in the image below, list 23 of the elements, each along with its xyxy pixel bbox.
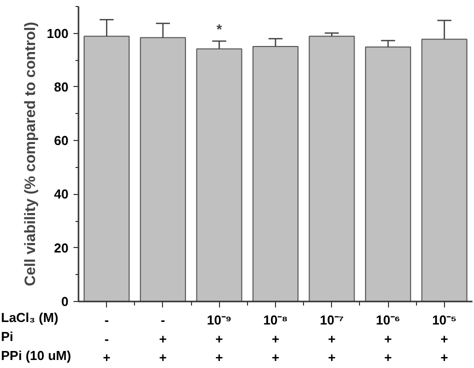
- text: LaCl₃ (M) Pi PPi (10 uM): [1, 309, 72, 365]
- bar: [308, 36, 355, 302]
- x-tick-label: - + +: [159, 312, 168, 365]
- y-tick-label: 100: [46, 26, 69, 41]
- bar: [140, 37, 186, 302]
- x-tick-label: 10⁻⁶ + +: [376, 312, 400, 365]
- bar: [196, 48, 242, 302]
- bar: [421, 38, 468, 302]
- bar: [84, 36, 130, 302]
- bar: [252, 46, 299, 302]
- y-axis-title: Cell viability (% compared to control): [22, 22, 39, 286]
- y-tick-label: 40: [54, 186, 69, 202]
- x-tick-label: 10⁻⁸ + +: [263, 312, 288, 365]
- bar: [365, 46, 412, 302]
- x-tick-label: 10⁻⁹ + +: [206, 312, 232, 365]
- y-tick-label: 80: [54, 79, 69, 94]
- y-tick-label: 20: [54, 240, 69, 256]
- y-tick-label: 0: [61, 294, 69, 309]
- x-tick-label: 10⁻⁵ + +: [432, 312, 457, 365]
- x-tick-label: - - +: [102, 312, 111, 365]
- y-tick-label: 60: [54, 133, 69, 148]
- annotation: *: [216, 21, 222, 38]
- x-tick-label: 10⁻⁷ + +: [320, 312, 344, 365]
